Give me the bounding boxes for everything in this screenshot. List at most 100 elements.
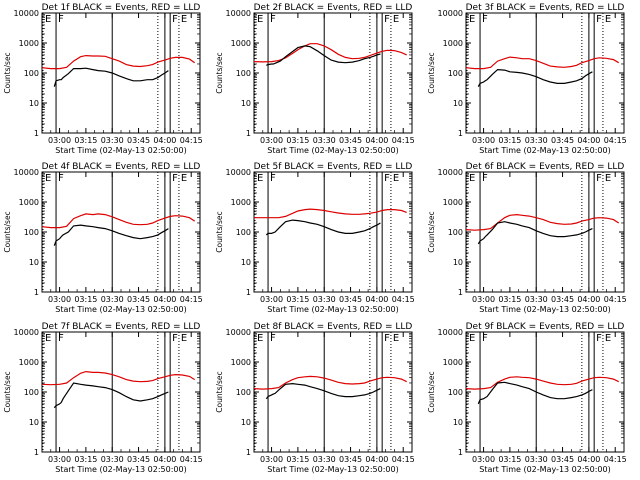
y-tick-label: 10000: [438, 168, 463, 177]
series-line-events: [53, 224, 169, 246]
x-tick-label: 03:45: [339, 295, 362, 304]
x-tick-label: 03:15: [498, 295, 521, 304]
x-axis-label: Start Time (02-May-13 02:50:00): [267, 305, 398, 314]
flag-label: E: [469, 14, 475, 25]
flag-label: F: [482, 14, 488, 25]
y-tick-label: 10000: [226, 9, 251, 18]
x-tick-label: 04:00: [365, 136, 388, 145]
y-tick-label: 10000: [226, 168, 251, 177]
x-tick-label: 03:00: [48, 455, 71, 464]
y-tick-label: 1000: [19, 358, 39, 367]
y-axis-label: Counts/sec: [215, 52, 224, 93]
x-axis-label: Start Time (02-May-13 02:50:00): [55, 146, 186, 155]
x-axis-label: Start Time (02-May-13 02:50:00): [55, 465, 186, 474]
panel-title: Det 6f BLACK = Events, RED = LLD: [466, 162, 625, 172]
x-tick-label: 04:15: [180, 455, 203, 464]
y-tick-label: 10: [241, 258, 251, 267]
series-line-events: [477, 68, 593, 87]
x-tick-label: 03:00: [472, 295, 495, 304]
x-tick-label: 03:45: [551, 455, 574, 464]
flag-label: F: [58, 173, 64, 184]
flag-label: E: [393, 333, 399, 344]
y-tick-label: 10: [453, 418, 463, 427]
series-line-lld: [254, 208, 407, 219]
y-tick-label: 100: [24, 69, 39, 78]
series-line-lld: [253, 375, 407, 390]
flag-label: F: [172, 14, 178, 25]
x-tick-label: 03:15: [498, 136, 521, 145]
flag-label: E: [469, 333, 475, 344]
x-tick-label: 04:00: [153, 455, 176, 464]
y-tick-label: 10000: [438, 328, 463, 337]
x-tick-label: 03:15: [74, 136, 97, 145]
flag-label: F: [384, 173, 390, 184]
y-tick-label: 1: [34, 288, 39, 297]
y-tick-label: 1000: [443, 39, 463, 48]
y-tick-label: 100: [236, 388, 251, 397]
panel-title: Det 5f BLACK = Events, RED = LLD: [254, 162, 413, 172]
y-axis-label: Counts/sec: [427, 52, 436, 93]
series-line-events: [266, 45, 381, 66]
y-tick-label: 1: [246, 448, 251, 457]
flag-label: F: [482, 333, 488, 344]
x-tick-label: 03:00: [472, 455, 495, 464]
x-tick-label: 03:15: [74, 295, 97, 304]
x-tick-label: 03:15: [498, 455, 521, 464]
panel-title: Det 7f BLACK = Events, RED = LLD: [42, 322, 201, 332]
y-tick-label: 1: [246, 129, 251, 138]
flag-label: E: [45, 173, 51, 184]
x-tick-label: 03:30: [101, 136, 124, 145]
flag-label: E: [393, 14, 399, 25]
x-tick-label: 03:30: [525, 455, 548, 464]
x-tick-label: 04:15: [392, 295, 415, 304]
y-tick-label: 100: [448, 228, 463, 237]
y-tick-label: 100: [24, 388, 39, 397]
plot-frame: [253, 171, 413, 293]
flag-label: F: [596, 173, 602, 184]
y-axis-label: Counts/sec: [427, 211, 436, 252]
y-tick-label: 100: [448, 388, 463, 397]
flag-label: F: [270, 173, 276, 184]
flag-label: F: [172, 333, 178, 344]
x-tick-label: 03:00: [260, 136, 283, 145]
flag-label: E: [257, 173, 263, 184]
x-tick-label: 04:15: [180, 295, 203, 304]
y-axis-label: Counts/sec: [3, 371, 12, 412]
plot-frame: [253, 12, 413, 134]
panel-det-2: Det 2f BLACK = Events, RED = LLD Counts/s…: [215, 3, 415, 155]
x-tick-label: 03:45: [339, 136, 362, 145]
y-tick-label: 1000: [231, 198, 251, 207]
y-tick-label: 10000: [14, 9, 39, 18]
plot-frame: [41, 331, 201, 453]
series-line-events: [53, 67, 169, 87]
x-tick-label: 03:15: [286, 136, 309, 145]
y-axis-label: Counts/sec: [3, 52, 12, 93]
y-tick-label: 1: [34, 448, 39, 457]
x-tick-label: 03:45: [127, 295, 150, 304]
y-tick-label: 100: [24, 228, 39, 237]
x-tick-label: 03:15: [74, 455, 97, 464]
y-tick-label: 1000: [443, 198, 463, 207]
panel-det-1: Det 1f BLACK = Events, RED = LLD Counts/s…: [3, 3, 203, 155]
y-tick-label: 100: [448, 69, 463, 78]
panel-det-5: Det 5f BLACK = Events, RED = LLD Counts/s…: [215, 162, 415, 314]
y-tick-label: 10: [29, 258, 39, 267]
x-tick-label: 03:30: [313, 295, 336, 304]
series-line-lld: [465, 376, 619, 390]
flag-label: E: [257, 333, 263, 344]
y-tick-label: 1: [246, 288, 251, 297]
y-tick-label: 10: [29, 418, 39, 427]
x-axis-label: Start Time (02-May-13 02:50:00): [267, 146, 398, 155]
x-tick-label: 03:30: [101, 455, 124, 464]
panel-title: Det 8f BLACK = Events, RED = LLD: [254, 322, 413, 332]
y-axis-label: Counts/sec: [215, 211, 224, 252]
series-line-lld: [41, 370, 196, 386]
x-axis-label: Start Time (02-May-13 02:50:00): [479, 305, 610, 314]
x-tick-label: 04:15: [392, 455, 415, 464]
x-tick-label: 03:00: [260, 455, 283, 464]
plot-frame: [465, 12, 625, 134]
flag-label: F: [172, 173, 178, 184]
y-tick-label: 1: [458, 448, 463, 457]
series-line-events: [265, 382, 381, 400]
x-tick-label: 04:00: [365, 455, 388, 464]
